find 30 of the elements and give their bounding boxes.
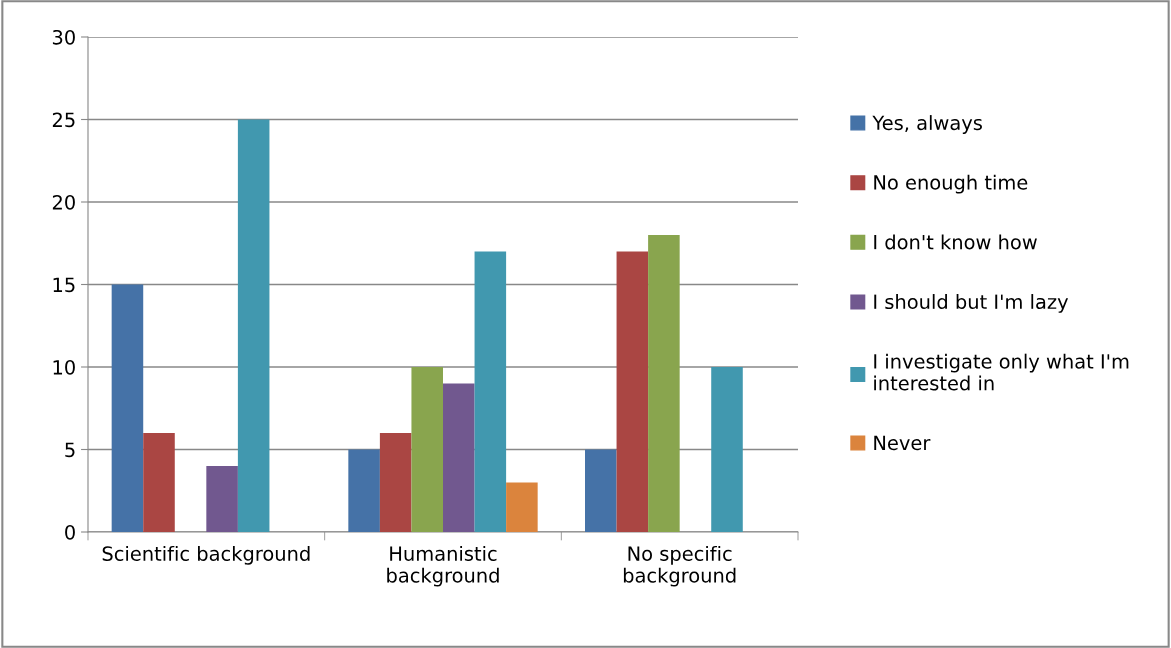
y-tick-label: 0 (65, 524, 75, 540)
bar (443, 383, 475, 532)
x-tick-label: Humanistic background (387, 545, 499, 587)
legend-label: Yes, always (872, 115, 982, 134)
legend-label: I investigate only what I'm interested in (874, 353, 1129, 391)
bar (474, 251, 507, 532)
y-tick-label: 15 (53, 277, 75, 293)
bar (143, 433, 175, 532)
x-tick-label: Scientific background (102, 545, 310, 565)
bar (237, 119, 270, 532)
legend-label: I should but I'm lazy (874, 294, 1069, 313)
y-tick-label: 30 (52, 29, 75, 45)
bar (206, 466, 238, 532)
bar (348, 449, 380, 532)
bar (711, 367, 743, 532)
y-tick-label: 25 (52, 112, 75, 128)
y-tick-label: 5 (65, 442, 75, 458)
legend-label: No enough time (874, 174, 1028, 194)
bar (506, 482, 538, 532)
bar (411, 367, 443, 532)
bar (111, 284, 144, 532)
legend-label: Never (874, 435, 931, 451)
legend-label: I don't know how (874, 234, 1037, 250)
y-tick-label: 10 (53, 359, 75, 375)
x-tick-label: No specific background (623, 545, 736, 587)
bar (648, 235, 680, 532)
bar (585, 449, 617, 532)
bar (379, 433, 412, 532)
bar (616, 251, 649, 532)
y-tick-label: 20 (52, 194, 75, 210)
